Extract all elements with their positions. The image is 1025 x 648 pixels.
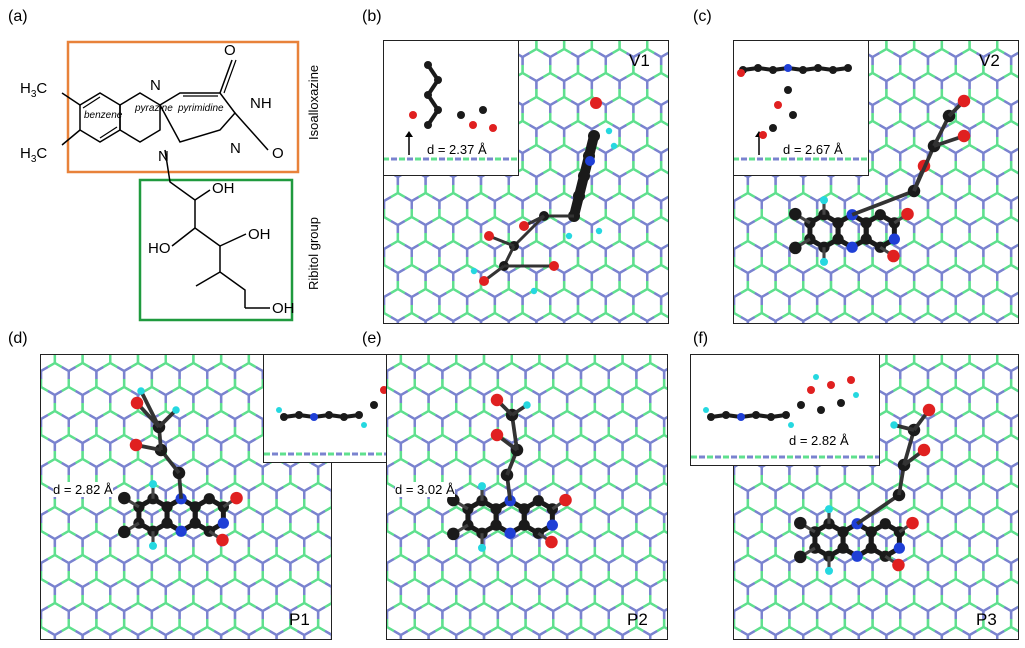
n-top-label: N (150, 77, 161, 94)
nh-label: NH (250, 95, 272, 112)
o-top-label: O (224, 42, 236, 59)
pyrimidine-label: pyrimidine (178, 103, 224, 114)
molecule-p3 (794, 403, 936, 575)
pyrimidine-ring (158, 92, 236, 143)
panel-label-f: (f) (693, 330, 709, 347)
n-right-label: N (230, 140, 241, 157)
config-tag: V1 (629, 51, 650, 70)
o-right-label: O (272, 145, 284, 162)
side-view-inset-p3: d = 2.82 Å (690, 354, 880, 466)
distance-label: d = 2.82 Å (53, 482, 113, 497)
methyl-top-label: H3C (20, 80, 48, 100)
ribitol-box (138, 178, 294, 322)
panel-v1: d = 2.37 Å V1 (383, 40, 669, 324)
panel-label-c: (c) (693, 8, 712, 25)
panel-label-e: (e) (362, 330, 382, 347)
structure-diagram (61, 40, 300, 322)
molecule-v1 (470, 97, 618, 295)
benzene-label: benzene (84, 110, 123, 121)
side-view-molecule (691, 374, 879, 459)
oh-4-label: OH (272, 300, 295, 317)
distance-label: d = 2.82 Å (789, 433, 849, 448)
oh-3-label: OH (248, 226, 271, 243)
side-view-molecule (734, 64, 867, 161)
molecule-p2 (447, 393, 572, 552)
panel-v2: d = 2.67 Å V2 (733, 40, 1019, 324)
config-tag: V2 (979, 51, 1000, 70)
distance-label: d = 2.67 Å (783, 142, 843, 157)
molecule-p1 (118, 387, 243, 550)
isoalloxazine-box (66, 40, 300, 174)
isoalloxazine-label: Isoalloxazine (306, 64, 321, 140)
side-view-inset: d = 2.67 Å (734, 41, 869, 176)
distance-label: d = 3.02 Å (395, 482, 455, 497)
panel-p2: d = 3.02 Å P2 (386, 354, 668, 640)
molecule-v2 (789, 94, 971, 266)
config-tag: P2 (627, 610, 648, 629)
side-view-molecule (384, 61, 517, 161)
distance-label: d = 2.37 Å (427, 142, 487, 157)
panel-label-a: (a) (8, 8, 28, 25)
panel-label-d: (d) (8, 330, 28, 347)
hbn-lattice (387, 355, 667, 639)
panel-label-b: (b) (362, 8, 382, 25)
config-tag: P1 (289, 610, 310, 629)
ribitol-group-label: Ribitol group (306, 217, 321, 290)
pyrazine-ring (119, 92, 161, 143)
side-view-inset: d = 2.37 Å (384, 41, 519, 176)
config-tag: P3 (976, 610, 997, 629)
structure-panel: H3C H3C N N N NH O O benzene pyrazine py… (0, 0, 345, 330)
ribitol-chain (164, 149, 246, 308)
methyl-bottom-label: H3C (20, 145, 48, 165)
pyrazine-label: pyrazine (135, 103, 173, 114)
n-left-label: N (158, 148, 169, 165)
ho-2-label: HO (148, 240, 171, 257)
oh-1-label: OH (212, 180, 235, 197)
